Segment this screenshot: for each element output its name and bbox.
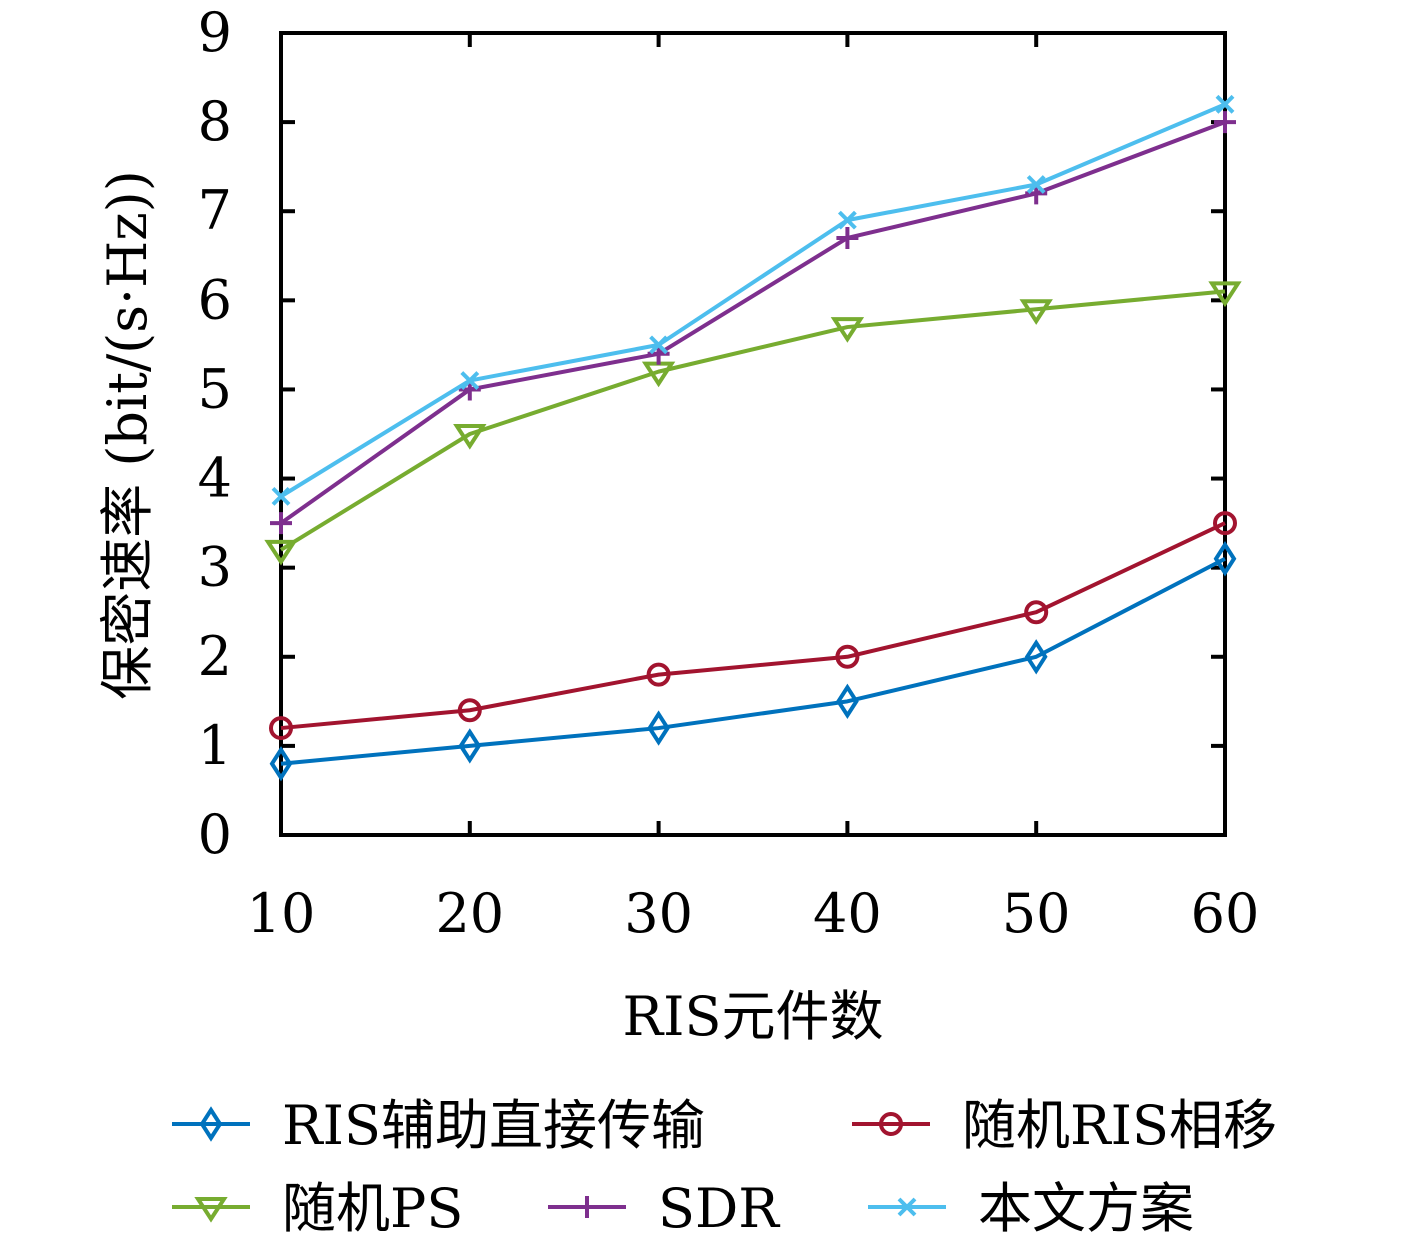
y-tick-label: 2 xyxy=(198,625,232,688)
y-tick-label: 4 xyxy=(198,447,232,510)
data-point-marker xyxy=(830,317,865,343)
legend-item: SDR xyxy=(548,1177,780,1240)
data-point-marker xyxy=(271,486,291,506)
x-tick-label: 30 xyxy=(624,882,693,945)
y-axis-ticks: 0 1 2 3 4 5 6 7 8 9 xyxy=(198,1,1225,866)
data-point-marker xyxy=(1213,511,1237,536)
x-axis-ticks: 10 20 30 40 50 60 xyxy=(247,33,1260,945)
y-axis-title: 保密速率 (bit/(s·Hz)) xyxy=(96,170,159,700)
data-point-marker xyxy=(1019,299,1053,325)
data-point-marker xyxy=(1208,281,1242,308)
data-point-marker xyxy=(269,746,293,782)
legend-marker xyxy=(576,1196,598,1218)
x-tick-label: 40 xyxy=(813,882,882,945)
legend-item: 本文方案 xyxy=(868,1177,1194,1240)
data-point-marker xyxy=(646,662,671,687)
data-point-marker xyxy=(264,539,298,566)
data-point-marker xyxy=(1024,600,1049,625)
data-point-marker xyxy=(269,716,293,741)
x-axis-title: RIS元件数 xyxy=(623,985,884,1048)
series-3 xyxy=(270,111,1236,535)
x-tick-label: 50 xyxy=(1002,882,1071,945)
series-layer xyxy=(264,94,1242,782)
data-point-marker xyxy=(649,335,669,355)
legend-marker xyxy=(879,1112,903,1136)
series-1 xyxy=(269,511,1237,741)
legend-item: 随机RIS相移 xyxy=(852,1094,1277,1157)
series-2 xyxy=(264,281,1242,566)
legend-item: RIS辅助直接传输 xyxy=(172,1094,705,1157)
y-tick-label: 5 xyxy=(198,357,232,420)
series-0 xyxy=(269,541,1237,782)
y-tick-label: 0 xyxy=(198,803,232,866)
x-tick-label: 60 xyxy=(1191,882,1260,945)
series-line xyxy=(279,289,1226,552)
data-point-marker xyxy=(647,710,670,746)
x-tick-label: 10 xyxy=(247,882,316,945)
series-line xyxy=(280,521,1226,731)
legend-label: SDR xyxy=(658,1177,780,1240)
series-4 xyxy=(271,94,1235,506)
series-line xyxy=(280,556,1226,766)
data-point-marker xyxy=(457,698,482,723)
data-point-marker xyxy=(837,210,857,230)
data-point-marker xyxy=(836,683,859,720)
legend-item: 随机PS xyxy=(172,1177,463,1240)
legend-label: 随机RIS相移 xyxy=(962,1094,1277,1157)
data-point-marker xyxy=(460,371,480,390)
legend-label: RIS辅助直接传输 xyxy=(282,1094,705,1157)
legend-label: 随机PS xyxy=(282,1177,463,1240)
y-tick-label: 1 xyxy=(198,714,232,777)
legend-marker xyxy=(199,1106,223,1142)
data-point-marker xyxy=(453,424,487,450)
y-tick-label: 7 xyxy=(198,179,232,242)
legend-marker xyxy=(897,1197,917,1217)
series-line xyxy=(279,102,1226,499)
data-point-marker xyxy=(1213,541,1237,577)
data-point-marker xyxy=(1026,175,1046,194)
data-point-marker xyxy=(1214,111,1236,134)
y-tick-label: 3 xyxy=(198,536,232,599)
data-point-marker xyxy=(458,728,482,764)
y-tick-label: 8 xyxy=(198,90,232,153)
legend-marker xyxy=(194,1197,228,1223)
plot-frame xyxy=(279,31,1227,837)
data-point-marker xyxy=(1215,94,1235,114)
y-tick-label: 6 xyxy=(198,268,232,331)
y-tick-label: 9 xyxy=(198,1,232,64)
plot-area-border xyxy=(279,31,1227,837)
data-point-marker xyxy=(836,226,859,249)
legend-label: 本文方案 xyxy=(978,1177,1194,1240)
data-point-marker xyxy=(835,644,860,669)
data-point-marker xyxy=(1024,639,1048,675)
series-line xyxy=(279,120,1226,525)
data-point-marker xyxy=(270,512,292,535)
x-tick-label: 20 xyxy=(435,882,504,945)
